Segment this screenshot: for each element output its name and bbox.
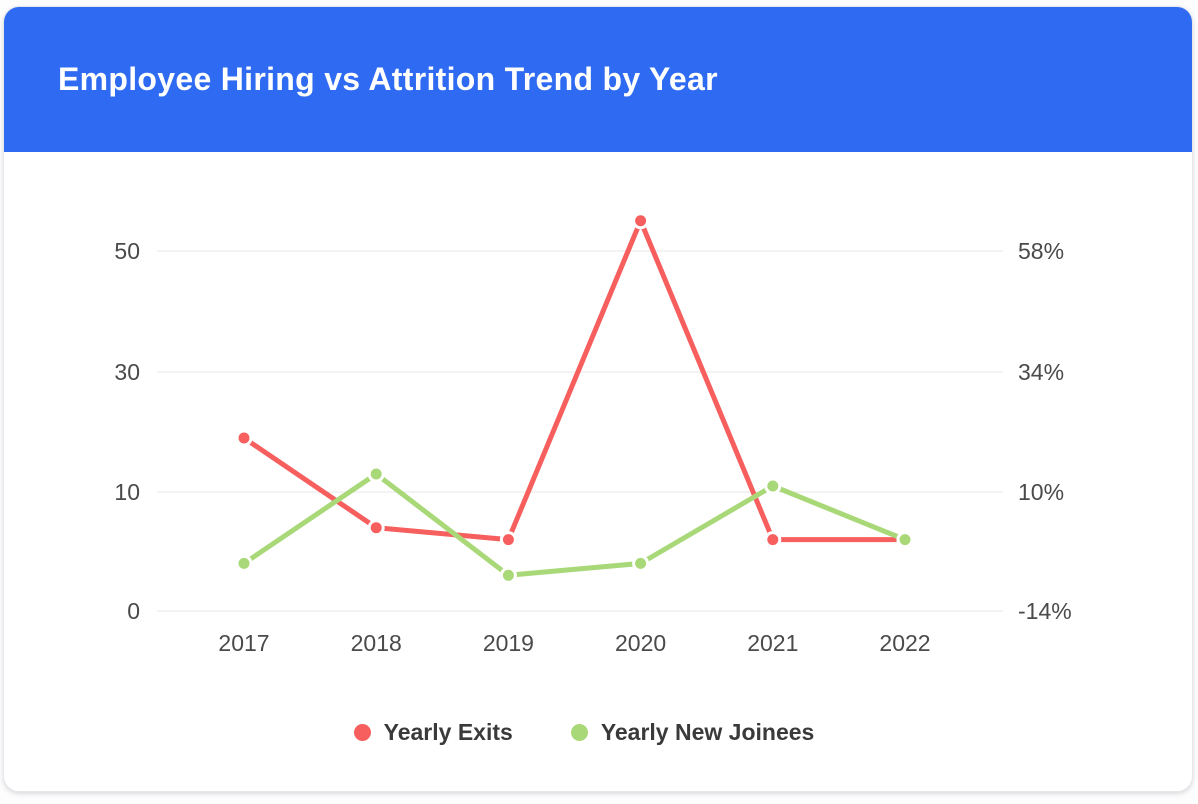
legend-item-yearly-exits[interactable]: Yearly Exits xyxy=(353,719,513,746)
series-line-yearly-exits xyxy=(241,218,908,543)
data-point-yearly-new-joinees xyxy=(235,554,253,572)
x-axis-year-label: 2021 xyxy=(747,630,798,656)
legend-item-yearly-new-joinees[interactable]: Yearly New Joinees xyxy=(570,719,815,746)
data-point-yearly-new-joinees xyxy=(367,465,385,483)
legend-dot-icon xyxy=(570,724,588,741)
left-axis-tick-label: 10 xyxy=(114,479,140,505)
x-axis-year-label: 2017 xyxy=(218,630,269,656)
left-axis-tick-label: 30 xyxy=(114,359,140,385)
x-axis-year-label: 2019 xyxy=(483,630,534,656)
data-point-yearly-new-joinees xyxy=(632,554,650,572)
data-point-yearly-exits xyxy=(632,212,650,230)
data-point-yearly-exits xyxy=(367,519,385,537)
left-axis-tick-label: 50 xyxy=(114,238,140,264)
data-point-yearly-exits xyxy=(764,531,782,549)
right-axis-tick-label: 58% xyxy=(1018,238,1064,264)
x-axis-year-label: 2018 xyxy=(351,630,402,656)
data-point-yearly-new-joinees xyxy=(764,477,782,495)
legend-label: Yearly Exits xyxy=(383,719,513,745)
series-line-yearly-new-joinees xyxy=(241,471,908,578)
right-axis-tick-label: 10% xyxy=(1018,479,1064,505)
data-point-yearly-exits xyxy=(235,429,253,447)
right-axis-tick-label: 34% xyxy=(1018,359,1064,385)
chart-card: Employee Hiring vs Attrition Trend by Ye… xyxy=(3,6,1193,792)
card-header: Employee Hiring vs Attrition Trend by Ye… xyxy=(4,7,1192,152)
data-point-yearly-exits xyxy=(499,531,517,549)
chart-legend: Yearly Exits Yearly New Joinees xyxy=(4,719,1164,746)
x-axis-year-label: 2022 xyxy=(879,630,930,656)
line-chart-canvas[interactable]: 0 -14% 10 10% 30 34% 50 58% 2017 2018 2019 2020 2021… xyxy=(4,152,1193,672)
data-point-yearly-new-joinees xyxy=(499,566,517,584)
left-axis-tick-label: 0 xyxy=(127,598,140,624)
right-axis-tick-label: -14% xyxy=(1018,598,1072,624)
legend-label: Yearly New Joinees xyxy=(600,719,815,745)
data-point-yearly-new-joinees xyxy=(896,531,914,549)
chart-body: 0 -14% 10 10% 30 34% 50 58% 2017 2018 2019 2020 2021… xyxy=(4,152,1193,791)
legend-dot-icon xyxy=(353,724,371,741)
chart-title: Employee Hiring vs Attrition Trend by Ye… xyxy=(58,61,718,97)
x-axis-year-label: 2020 xyxy=(615,630,666,656)
